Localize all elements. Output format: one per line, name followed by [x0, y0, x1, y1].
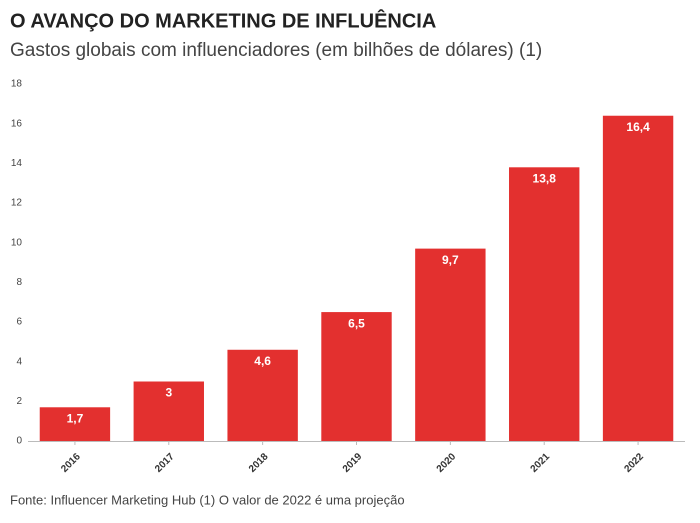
x-tick-label: 2022 [622, 451, 646, 475]
x-tick-label: 2018 [247, 451, 271, 475]
y-tick-label: 8 [16, 277, 22, 288]
x-tick-label: 2021 [529, 451, 553, 475]
value-label: 3 [165, 386, 172, 400]
value-label: 9,7 [442, 253, 459, 267]
x-tick-label: 2019 [341, 451, 365, 475]
chart-title: O AVANÇO DO MARKETING DE INFLUÊNCIA [10, 8, 436, 32]
x-tick-label: 2017 [153, 451, 177, 475]
bar [39, 407, 111, 441]
source-note: Fonte: Influencer Marketing Hub (1) O va… [10, 492, 405, 507]
y-tick-label: 12 [11, 198, 23, 209]
y-tick-label: 6 [16, 317, 22, 328]
y-tick-label: 0 [16, 436, 22, 447]
x-tick-label: 2016 [59, 451, 83, 475]
chart-subtitle: Gastos globais com influenciadores (em b… [10, 40, 542, 61]
value-label: 13,8 [533, 171, 557, 185]
y-tick-label: 18 [11, 79, 23, 90]
x-tick-label: 2020 [435, 451, 459, 475]
bar [602, 115, 674, 441]
value-label: 16,4 [626, 120, 650, 134]
bar [321, 312, 392, 441]
bar [415, 248, 486, 441]
value-label: 1,7 [67, 411, 84, 425]
bar [509, 167, 580, 442]
value-label: 4,6 [254, 354, 271, 368]
y-tick-label: 2 [16, 396, 22, 407]
bar [227, 349, 298, 441]
y-tick-label: 14 [11, 158, 23, 169]
value-label: 6,5 [348, 316, 365, 330]
y-tick-label: 10 [11, 237, 23, 248]
y-tick-label: 4 [16, 356, 22, 367]
y-tick-label: 16 [11, 118, 23, 129]
bar [133, 381, 204, 441]
